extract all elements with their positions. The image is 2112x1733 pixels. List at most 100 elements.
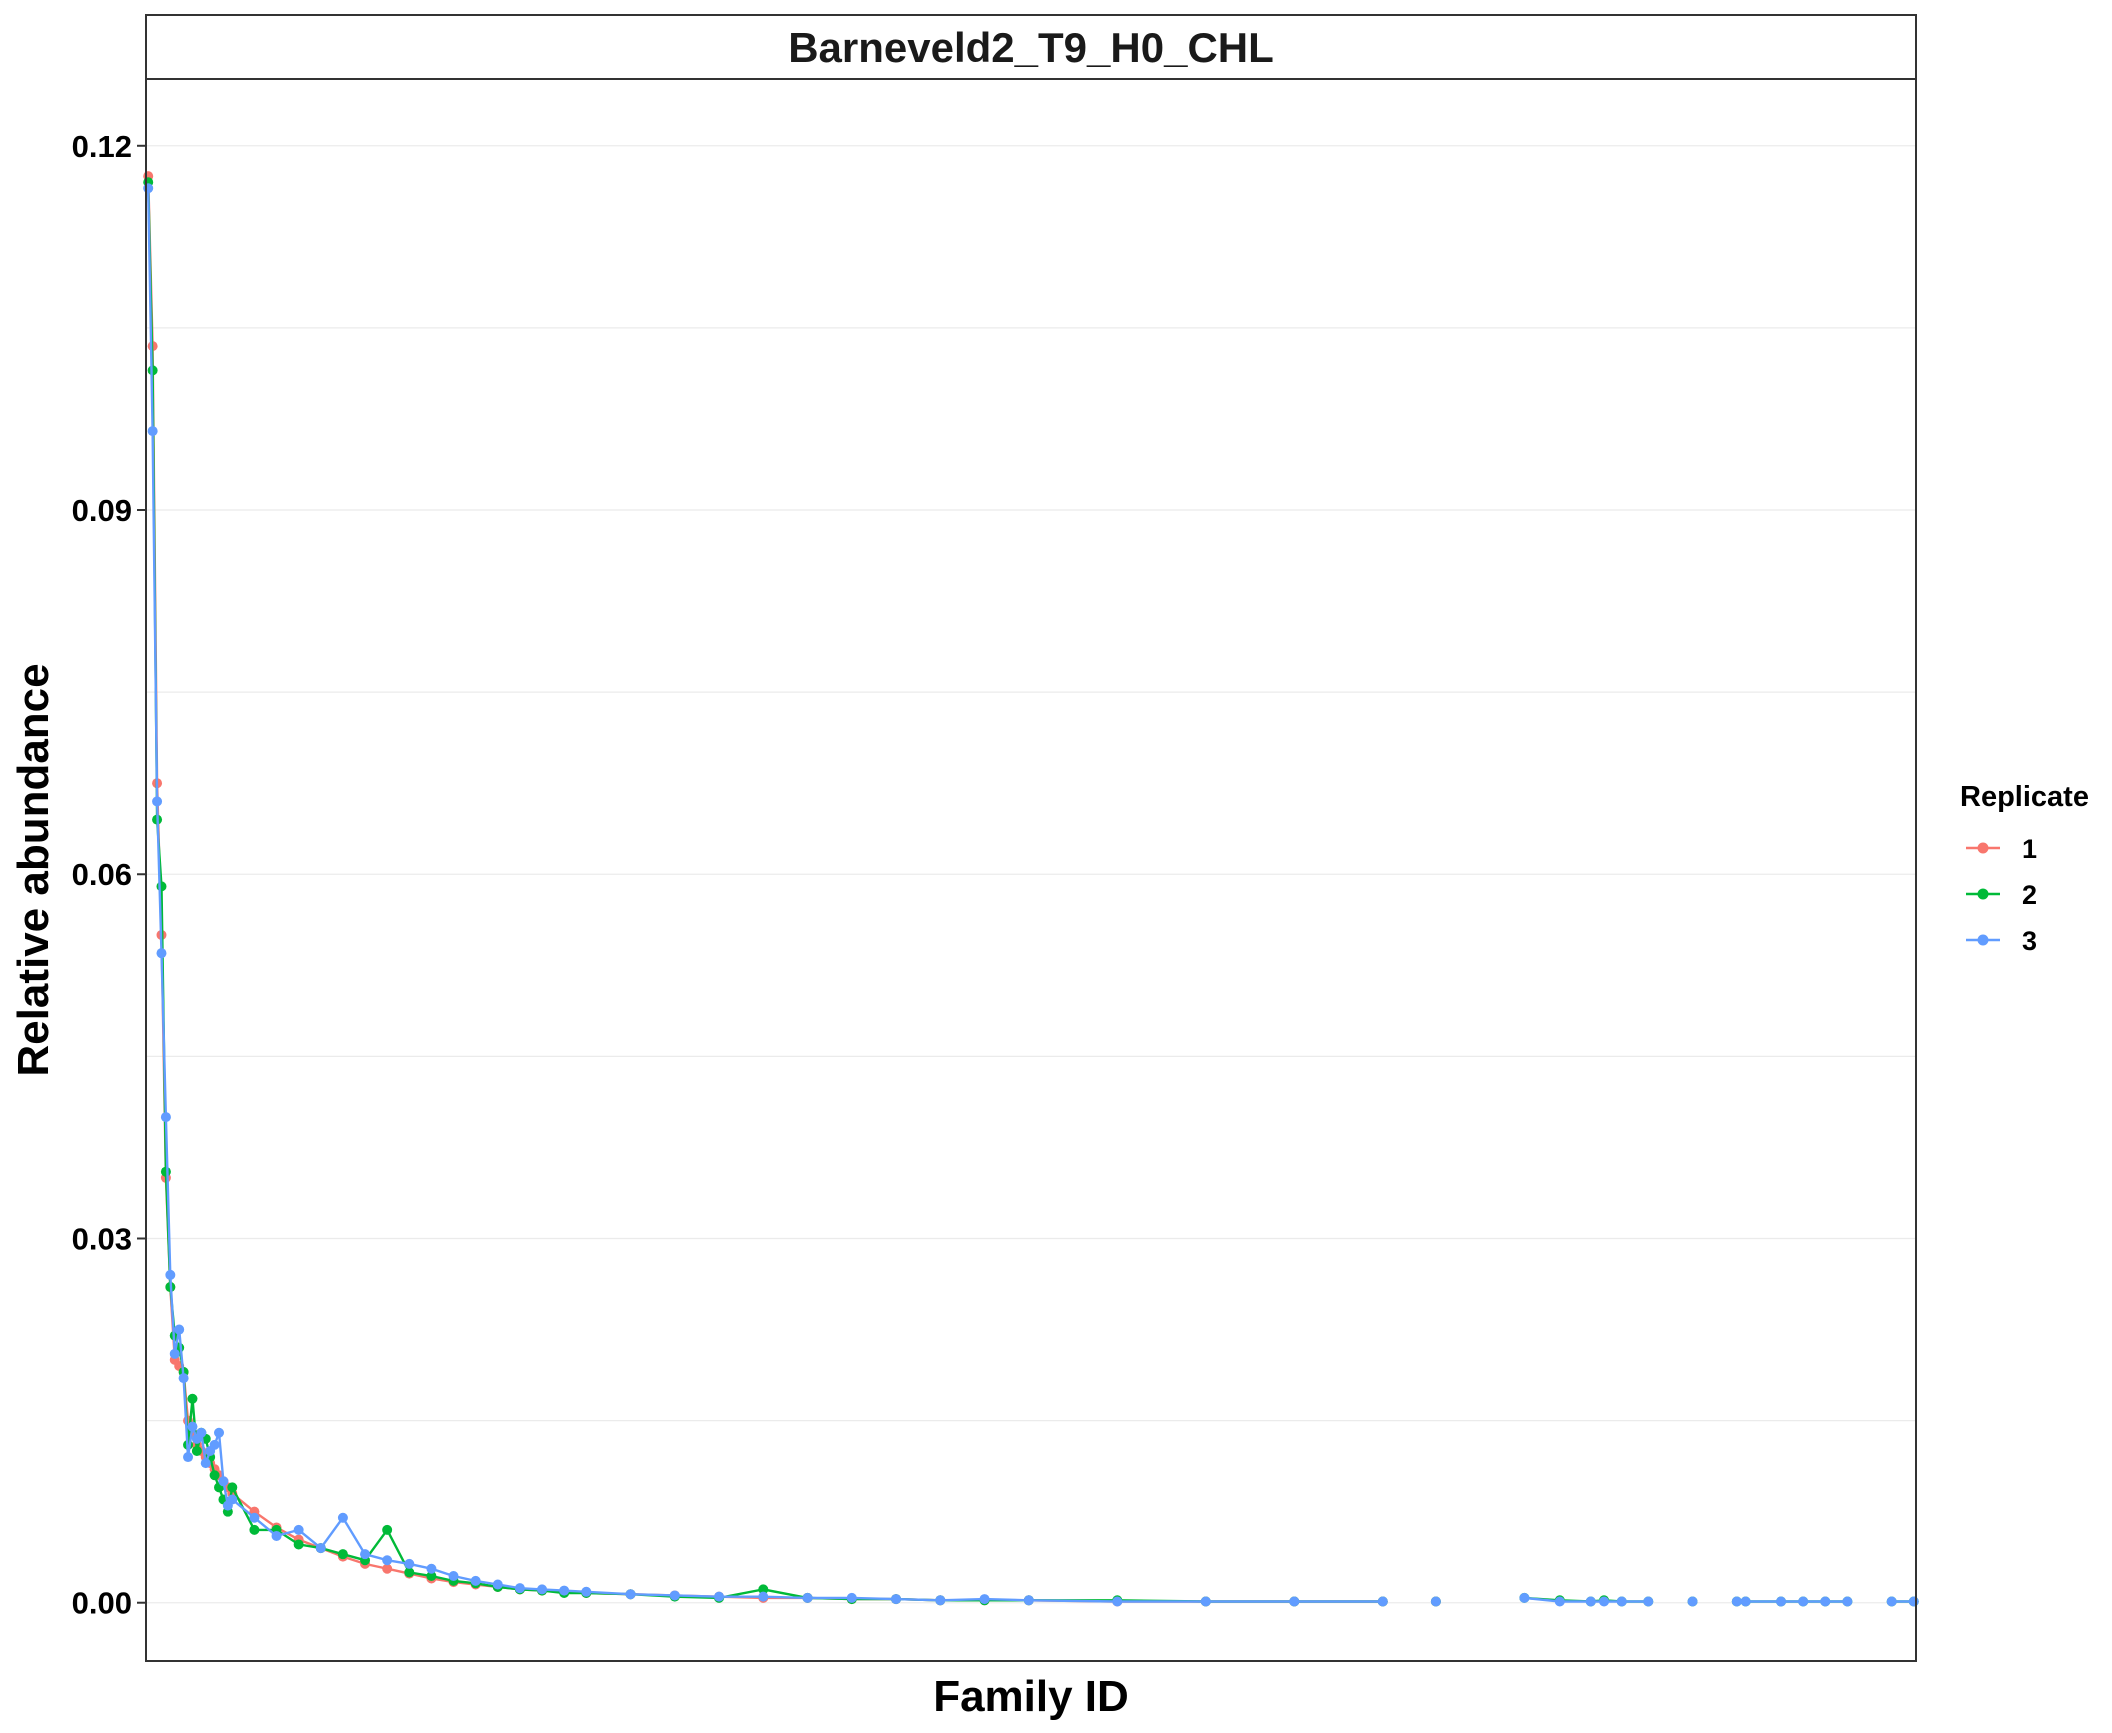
legend-label: 3 <box>2022 926 2037 956</box>
data-point <box>249 1524 260 1535</box>
y-tick-label: 0.09 <box>72 493 132 528</box>
data-point <box>382 1524 393 1535</box>
data-point <box>156 948 167 959</box>
plot-panel-border <box>145 78 1917 1662</box>
data-point <box>1377 1596 1388 1607</box>
data-point <box>218 1476 229 1487</box>
legend-key-point <box>1977 888 1989 900</box>
y-tick-label: 0.12 <box>72 129 132 164</box>
data-point <box>758 1591 769 1602</box>
facet-strip <box>145 14 1917 80</box>
data-point <box>143 183 154 194</box>
data-point <box>1023 1595 1034 1606</box>
data-point <box>404 1558 415 1569</box>
y-tick-label: 0.03 <box>72 1221 132 1256</box>
data-point <box>227 1494 238 1505</box>
x-axis-title: Family ID <box>933 1672 1129 1721</box>
data-point <box>227 1482 238 1493</box>
data-point <box>426 1571 437 1582</box>
data-point <box>178 1373 189 1384</box>
data-point <box>1820 1596 1831 1607</box>
data-point <box>1599 1596 1610 1607</box>
data-point <box>1616 1596 1627 1607</box>
y-tick-label: 0.06 <box>72 857 132 892</box>
data-point <box>187 1421 198 1432</box>
data-point <box>537 1584 548 1595</box>
data-point <box>714 1591 725 1602</box>
data-point <box>1798 1596 1809 1607</box>
data-point <box>196 1427 207 1438</box>
data-point <box>1585 1596 1596 1607</box>
grid-lines <box>146 145 1916 1604</box>
chart-title: Barneveld2_T9_H0_CHL <box>788 24 1274 71</box>
data-point <box>1643 1596 1654 1607</box>
legend: Replicate 1 2 3 <box>1960 781 2089 956</box>
data-point <box>360 1549 371 1560</box>
data-point <box>337 1512 348 1523</box>
data-point <box>187 1393 198 1404</box>
data-point <box>802 1592 813 1603</box>
data-point <box>1519 1592 1530 1603</box>
data-point <box>625 1589 636 1600</box>
data-point <box>1687 1596 1698 1607</box>
data-point <box>156 881 167 892</box>
data-point <box>337 1549 348 1560</box>
data-point <box>200 1458 211 1469</box>
data-point <box>935 1595 946 1606</box>
legend-label: 2 <box>2022 880 2037 910</box>
data-point <box>160 1112 171 1123</box>
legend-label: 1 <box>2022 834 2037 864</box>
data-point <box>514 1583 525 1594</box>
data-point <box>470 1575 481 1586</box>
data-point <box>1430 1596 1441 1607</box>
series-line <box>147 188 1914 1603</box>
data-point <box>174 1324 185 1335</box>
data-point <box>147 426 158 437</box>
data-point <box>1908 1596 1919 1607</box>
y-axis: 0.00 0.03 0.06 0.09 0.12 <box>72 129 146 1621</box>
data-point <box>293 1524 304 1535</box>
data-point <box>492 1579 503 1590</box>
data-point <box>191 1445 202 1456</box>
data-point <box>979 1594 990 1605</box>
data-point <box>382 1563 393 1574</box>
data-point <box>581 1586 592 1597</box>
data-point <box>559 1585 570 1596</box>
legend-items: 1 2 3 <box>1966 834 2037 956</box>
data-point <box>1776 1596 1787 1607</box>
data-point <box>293 1539 304 1550</box>
data-point <box>249 1512 260 1523</box>
y-axis-title: Relative abundance <box>9 663 58 1076</box>
data-point <box>382 1555 393 1566</box>
data-point <box>1842 1596 1853 1607</box>
y-tick-label: 0.00 <box>72 1586 132 1621</box>
data-point <box>1554 1596 1565 1607</box>
data-point <box>1289 1596 1300 1607</box>
data-point <box>1886 1596 1897 1607</box>
data-point <box>426 1563 437 1574</box>
data-point <box>169 1348 180 1359</box>
data-point <box>1740 1596 1751 1607</box>
data-point <box>448 1571 459 1582</box>
data-point <box>404 1567 415 1578</box>
legend-key-point <box>1977 934 1989 946</box>
data-point <box>891 1594 902 1605</box>
data-point <box>271 1530 282 1541</box>
plot-panel <box>146 79 1916 1661</box>
data-series <box>143 171 1919 1607</box>
data-point <box>846 1592 857 1603</box>
data-point <box>1731 1596 1742 1607</box>
data-point <box>1200 1596 1211 1607</box>
data-point <box>758 1584 769 1595</box>
legend-title: Replicate <box>1960 781 2089 813</box>
data-point <box>209 1439 220 1450</box>
series-3 <box>143 183 1919 1607</box>
data-point <box>160 1166 171 1177</box>
data-point <box>214 1427 225 1438</box>
legend-key-point <box>1977 842 1989 854</box>
data-point <box>209 1470 220 1481</box>
data-point <box>315 1543 326 1554</box>
data-point <box>152 796 163 807</box>
